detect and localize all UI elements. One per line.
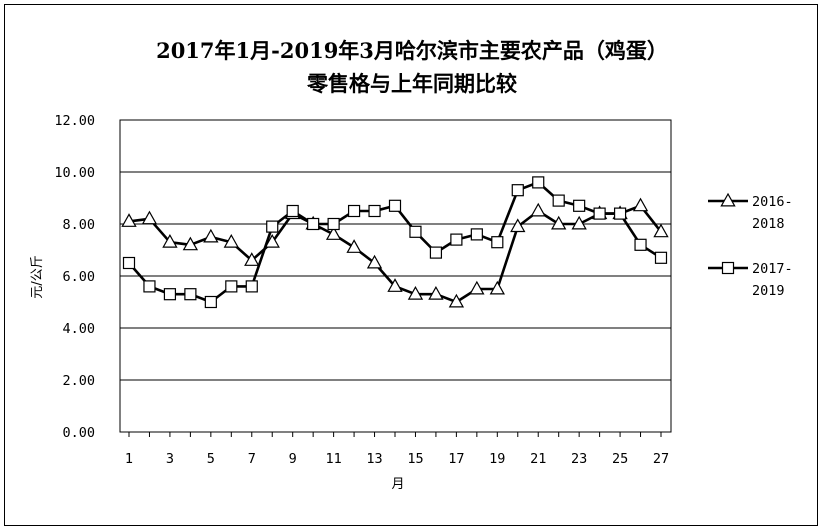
data-point-triangle bbox=[489, 280, 505, 295]
data-point-square bbox=[307, 217, 320, 231]
data-point-triangle bbox=[551, 215, 567, 230]
data-point-square bbox=[470, 228, 483, 241]
x-tick-label: 27 bbox=[653, 451, 669, 467]
data-point-triangle bbox=[223, 233, 239, 248]
y-tick-label: 10.00 bbox=[54, 165, 95, 181]
data-point-square bbox=[654, 251, 668, 264]
y-tick-label: 12.00 bbox=[54, 113, 95, 129]
x-tick-label: 7 bbox=[248, 451, 256, 467]
data-point-triangle bbox=[264, 233, 280, 248]
legend-label: 2018 bbox=[752, 216, 785, 232]
data-point-triangle bbox=[428, 285, 444, 300]
data-point-square bbox=[327, 217, 340, 231]
x-tick-label: 23 bbox=[571, 451, 587, 467]
data-point-square bbox=[593, 207, 606, 220]
data-point-square bbox=[532, 176, 545, 189]
data-point-square bbox=[204, 295, 217, 309]
data-point-square bbox=[573, 199, 586, 212]
data-point-square bbox=[388, 199, 402, 212]
data-point-triangle bbox=[510, 218, 526, 233]
data-point-square bbox=[511, 184, 524, 197]
data-point-triangle bbox=[653, 223, 669, 238]
data-point-square bbox=[409, 225, 422, 238]
y-tick-label: 4.00 bbox=[62, 321, 95, 337]
data-point-square bbox=[163, 288, 177, 301]
legend-label: 2016- bbox=[752, 194, 793, 210]
data-point-triangle bbox=[244, 252, 260, 266]
chart-title-line1: 2017年1月-2019年3月哈尔滨市主要农产品（鸡蛋） bbox=[156, 38, 668, 63]
data-point-square bbox=[347, 204, 361, 218]
x-tick-label: 15 bbox=[407, 451, 423, 467]
data-point-square bbox=[491, 236, 504, 249]
y-axis-label: 元/公斤 bbox=[30, 255, 45, 298]
legend-marker-square bbox=[721, 261, 735, 275]
data-point-triangle bbox=[448, 293, 465, 308]
x-tick-label: 9 bbox=[289, 451, 297, 467]
data-point-triangle bbox=[469, 280, 485, 295]
data-point-triangle bbox=[530, 202, 546, 217]
x-tick-label: 3 bbox=[166, 451, 174, 467]
y-tick-label: 6.00 bbox=[62, 269, 95, 285]
data-point-triangle bbox=[346, 239, 362, 253]
data-point-square bbox=[613, 207, 627, 220]
data-point-triangle bbox=[632, 197, 649, 212]
chart-frame bbox=[4, 4, 818, 526]
data-point-triangle bbox=[121, 213, 137, 227]
x-tick-label: 5 bbox=[207, 451, 215, 467]
x-tick-label: 17 bbox=[448, 451, 464, 467]
legend-label: 2017- bbox=[752, 261, 793, 277]
x-tick-label: 1 bbox=[125, 451, 133, 467]
data-point-square bbox=[184, 288, 197, 301]
data-point-square bbox=[143, 280, 156, 293]
data-point-triangle bbox=[571, 215, 587, 230]
data-point-triangle bbox=[366, 254, 383, 269]
legend-marker-triangle bbox=[720, 192, 736, 207]
data-point-square bbox=[634, 238, 647, 251]
data-point-square bbox=[552, 194, 565, 207]
x-axis-label: 月 bbox=[391, 477, 404, 492]
data-point-triangle bbox=[141, 210, 158, 225]
data-point-square bbox=[266, 220, 279, 233]
data-point-square bbox=[368, 204, 381, 218]
data-point-square bbox=[286, 204, 299, 218]
data-point-square bbox=[245, 280, 258, 293]
x-tick-label: 13 bbox=[366, 451, 382, 467]
data-point-triangle bbox=[325, 226, 342, 240]
data-point-square bbox=[429, 246, 443, 259]
x-tick-label: 19 bbox=[489, 451, 505, 467]
data-point-triangle bbox=[162, 233, 178, 248]
chart-title-line2: 零售格与上年同期比较 bbox=[307, 71, 517, 96]
data-point-square bbox=[122, 256, 136, 270]
data-point-square bbox=[450, 233, 463, 246]
y-tick-label: 8.00 bbox=[62, 217, 95, 233]
data-point-triangle bbox=[182, 236, 199, 251]
data-point-triangle bbox=[407, 285, 424, 300]
x-tick-label: 25 bbox=[612, 451, 628, 467]
data-point-triangle bbox=[387, 278, 403, 292]
y-tick-label: 0.00 bbox=[62, 425, 95, 441]
x-tick-label: 11 bbox=[325, 451, 341, 467]
y-tick-label: 2.00 bbox=[62, 373, 95, 389]
data-point-triangle bbox=[203, 228, 219, 243]
data-point-square bbox=[225, 280, 238, 293]
x-tick-label: 21 bbox=[530, 451, 546, 467]
legend-label: 2019 bbox=[752, 283, 785, 299]
